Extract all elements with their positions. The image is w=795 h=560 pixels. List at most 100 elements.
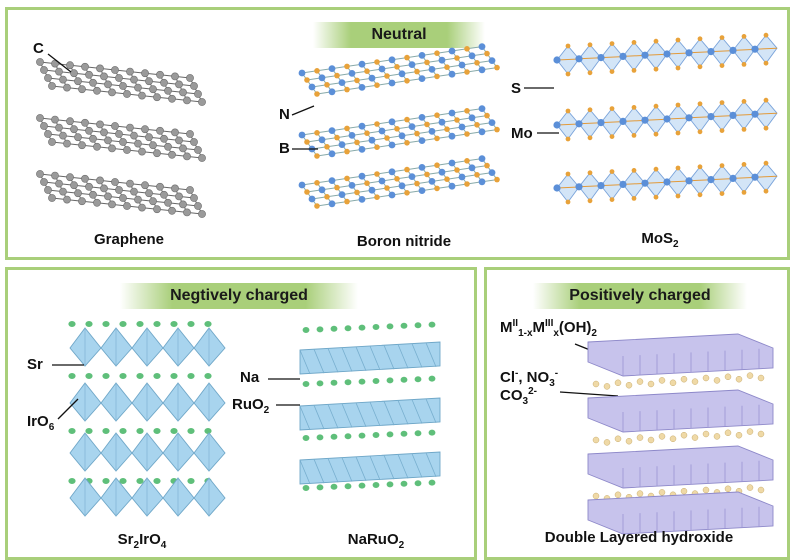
- graphene-atom: [70, 125, 78, 134]
- graphene-atom: [104, 136, 112, 145]
- s-atom: [763, 60, 769, 66]
- na-atom: [330, 483, 338, 490]
- iro6-octahedron: [69, 477, 102, 517]
- s-atom: [697, 36, 703, 42]
- ruo2-label-main: RuO: [232, 396, 264, 413]
- bn-b-atom: [444, 126, 450, 132]
- graphene-atom: [85, 182, 93, 191]
- na-atom: [330, 379, 338, 386]
- bn-b-atom: [304, 189, 310, 195]
- s-atom: [631, 168, 637, 173]
- graphene-atom: [164, 86, 172, 95]
- bn-b-atom: [464, 108, 470, 114]
- bn-b-atom: [324, 194, 330, 200]
- sr-atom: [102, 321, 110, 327]
- ldh-formula-label: MII1-xMIIIx(OH)2: [500, 318, 597, 339]
- s-atom: [741, 34, 747, 39]
- bn-b-atom: [484, 112, 490, 119]
- ldh-anion: [592, 380, 600, 388]
- ldh-anion: [658, 433, 666, 440]
- s-atom: [675, 193, 681, 199]
- iro6-label-sub: 6: [48, 422, 55, 433]
- bn-n-atom: [388, 118, 396, 126]
- bn-b-atom: [314, 153, 320, 159]
- sr-atom: [119, 321, 127, 327]
- bn-b-atom: [454, 117, 460, 123]
- bn-b-atom: [304, 139, 310, 145]
- bn-n-atom: [428, 178, 436, 185]
- bn-n-atom: [308, 195, 316, 203]
- bn-n-atom: [478, 178, 486, 186]
- graphene-atom: [175, 192, 183, 201]
- graphene-atom: [134, 139, 142, 148]
- ldh-anion: [691, 378, 699, 385]
- bn-n-atom: [448, 159, 456, 167]
- sr-atom: [204, 373, 212, 379]
- s-atom: [719, 163, 725, 168]
- sr-atom: [85, 373, 93, 379]
- sr-atom: [136, 428, 144, 434]
- bn-b-atom: [354, 77, 360, 84]
- bn-b-atom: [344, 63, 350, 70]
- s-atom: [763, 188, 769, 194]
- graphene-atom: [78, 197, 86, 206]
- bn-n-atom: [298, 131, 306, 139]
- bn-n-atom: [448, 132, 456, 140]
- s-atom: [587, 135, 593, 141]
- bn-n-atom: [358, 60, 366, 68]
- bn-n-atom: [298, 181, 306, 189]
- sr-atom: [187, 478, 195, 484]
- mo-atom: [685, 177, 693, 185]
- mos2-s-label: S: [511, 80, 522, 97]
- na-atom: [372, 482, 380, 488]
- naruo2-caption-sub: 2: [398, 540, 405, 551]
- mo-atom: [729, 111, 737, 119]
- na-atom: [386, 323, 394, 330]
- graphene-atom: [36, 58, 44, 66]
- anion-co: CO: [500, 387, 523, 404]
- graphene-atom: [198, 154, 206, 162]
- bn-b-atom: [404, 166, 410, 173]
- na-atom: [344, 379, 352, 386]
- mo-atom: [707, 113, 715, 121]
- bn-n-atom: [438, 168, 446, 176]
- graphene-atom: [115, 186, 123, 194]
- sr-atom: [85, 321, 93, 327]
- ruo2-layer: [299, 341, 441, 375]
- sr-atom: [136, 478, 144, 484]
- graphene-atom: [78, 85, 86, 94]
- bn-n-atom: [328, 177, 336, 184]
- iro6-octahedron: [100, 382, 133, 422]
- bn-b-atom: [334, 72, 340, 79]
- iro6-octahedron: [100, 432, 133, 472]
- s-atom: [631, 133, 637, 138]
- bn-b-atom: [474, 60, 480, 66]
- mos2-layer: [553, 97, 778, 142]
- bn-n-atom: [388, 56, 396, 64]
- graphene-atom: [48, 194, 56, 202]
- bn-b-atom: [464, 158, 470, 164]
- bn-b-atom: [314, 203, 320, 209]
- graphene-atom: [55, 179, 63, 188]
- s-atom: [719, 191, 725, 197]
- graphene-atom: [164, 142, 172, 151]
- ldh-anion: [669, 379, 677, 387]
- na-atom: [428, 429, 436, 436]
- na-atom: [316, 380, 324, 387]
- anion-co-sup: 2-: [528, 386, 537, 397]
- ldh-anion: [614, 435, 622, 443]
- bn-n-atom: [428, 66, 436, 73]
- boron-nitride-caption: Boron nitride: [356, 233, 452, 250]
- mo-atom: [707, 48, 715, 56]
- ldh-anion: [658, 377, 666, 384]
- graphene-atom: [175, 136, 183, 145]
- mo-atom: [729, 46, 737, 54]
- graphene-atom: [126, 67, 134, 76]
- sr-atom: [102, 373, 110, 379]
- bn-b-atom: [464, 46, 470, 52]
- na-atom: [386, 377, 394, 384]
- anion-cl: Cl: [500, 369, 515, 386]
- formula-m1: M: [500, 319, 513, 336]
- na-atom: [358, 324, 366, 331]
- graphene-atom: [141, 125, 149, 134]
